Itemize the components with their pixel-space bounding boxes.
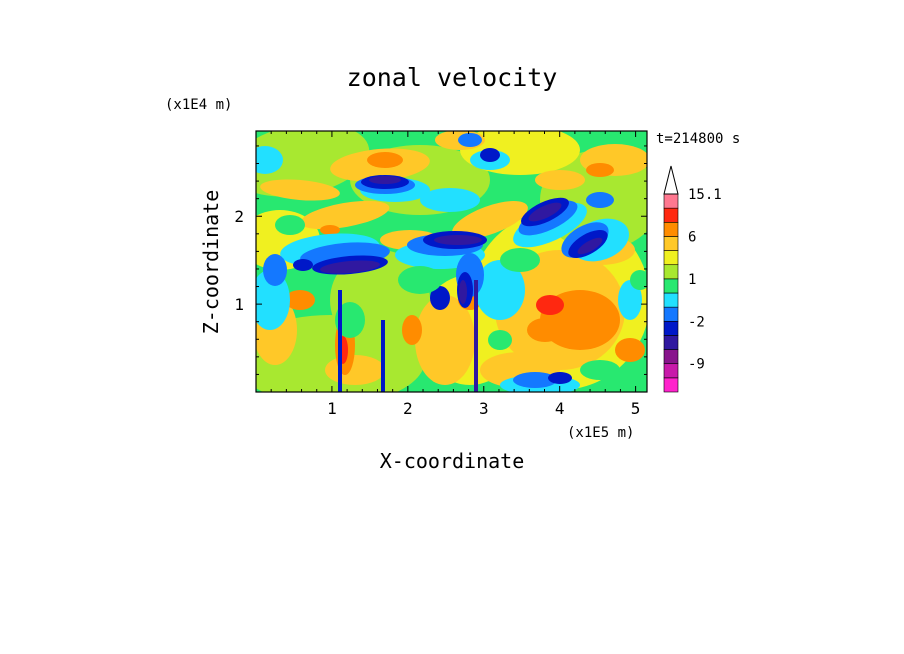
contour-region bbox=[458, 133, 482, 147]
contour-region bbox=[369, 176, 401, 184]
colorbar-band bbox=[663, 349, 679, 365]
contour-region bbox=[256, 146, 283, 174]
contour-region bbox=[335, 302, 365, 338]
y-axis-label: Z-coordinate bbox=[199, 190, 223, 335]
x-axis-label: X-coordinate bbox=[380, 449, 525, 473]
contour-region bbox=[367, 152, 403, 168]
contour-region bbox=[480, 148, 500, 162]
colorbar-band bbox=[663, 250, 679, 266]
contour-region bbox=[320, 260, 380, 274]
contour-region bbox=[256, 270, 290, 330]
colorbar-band bbox=[663, 236, 679, 251]
colorbar-band bbox=[663, 363, 679, 379]
contour-region bbox=[275, 215, 305, 235]
x-tick-label: 1 bbox=[327, 399, 337, 418]
contour-region bbox=[459, 280, 467, 304]
colorbar-label: -2 bbox=[688, 314, 705, 330]
y-tick-label: 1 bbox=[234, 295, 244, 314]
contour-region bbox=[293, 259, 313, 271]
contour-region bbox=[430, 286, 450, 310]
contour-region bbox=[513, 372, 557, 388]
contour-region bbox=[415, 295, 475, 385]
x-axis: 1 2 3 4 5 bbox=[270, 131, 641, 418]
colorbar-band bbox=[663, 221, 679, 237]
contour-region bbox=[535, 170, 585, 190]
colorbar-band bbox=[663, 193, 679, 209]
contour-region bbox=[300, 200, 390, 230]
colorbar-band bbox=[663, 264, 679, 280]
contour-region bbox=[630, 270, 647, 290]
contour-region bbox=[260, 179, 340, 201]
x-tick-label: 5 bbox=[631, 399, 641, 418]
contour-region bbox=[263, 254, 287, 286]
contour-region bbox=[500, 248, 540, 272]
contour-front bbox=[381, 320, 385, 392]
contour-region bbox=[586, 192, 614, 208]
heatmap-field bbox=[256, 131, 647, 392]
contour-fill-layer bbox=[256, 131, 647, 392]
colorbar-label: 6 bbox=[688, 229, 696, 245]
contour-region bbox=[325, 355, 385, 385]
contour-region bbox=[615, 338, 645, 362]
contour-region bbox=[475, 260, 525, 320]
colorbar-label: 1 bbox=[688, 272, 696, 288]
colorbar-band bbox=[663, 292, 679, 308]
x-tick-label: 2 bbox=[403, 399, 413, 418]
colorbar-band bbox=[663, 207, 679, 223]
contour-region bbox=[580, 360, 620, 380]
contour-region bbox=[577, 237, 603, 255]
y-tick-label: 2 bbox=[234, 207, 244, 226]
colorbar-band bbox=[663, 320, 679, 336]
contour-region bbox=[527, 318, 563, 342]
contour-region bbox=[528, 202, 562, 222]
colorbar-band bbox=[663, 377, 679, 393]
time-label: t=214800 s bbox=[656, 131, 740, 147]
colorbar-band bbox=[663, 306, 679, 322]
contour-region bbox=[398, 266, 442, 294]
x-tick-label: 4 bbox=[555, 399, 565, 418]
contour-region bbox=[256, 131, 370, 197]
colorbar-band bbox=[663, 335, 679, 350]
colorbar-label: 15.1 bbox=[688, 187, 722, 203]
y-unit-label: (x1E4 m) bbox=[165, 97, 232, 113]
contour-region bbox=[452, 201, 528, 239]
contour-region bbox=[536, 295, 564, 315]
colorbar: 15.1 6 1 -2 -9 bbox=[663, 165, 722, 393]
x-tick-label: 3 bbox=[479, 399, 489, 418]
colorbar-label: -9 bbox=[688, 357, 705, 373]
contour-region bbox=[488, 330, 512, 350]
colorbar-band bbox=[663, 278, 679, 294]
contour-region bbox=[320, 225, 340, 235]
y-axis: 12 bbox=[234, 145, 647, 375]
contour-region bbox=[420, 188, 480, 212]
chart-title: zonal velocity bbox=[347, 63, 558, 92]
contour-region bbox=[618, 280, 642, 320]
contour-region bbox=[285, 290, 315, 310]
contour-front bbox=[474, 280, 478, 392]
x-unit-label: (x1E5 m) bbox=[567, 425, 634, 441]
colorbar-extension bbox=[663, 165, 679, 195]
contour-front bbox=[338, 290, 342, 392]
contour-region bbox=[434, 235, 482, 245]
contour-region bbox=[586, 163, 614, 177]
contour-region bbox=[402, 315, 422, 345]
plot-frame bbox=[255, 130, 648, 393]
contour-region bbox=[548, 372, 572, 384]
